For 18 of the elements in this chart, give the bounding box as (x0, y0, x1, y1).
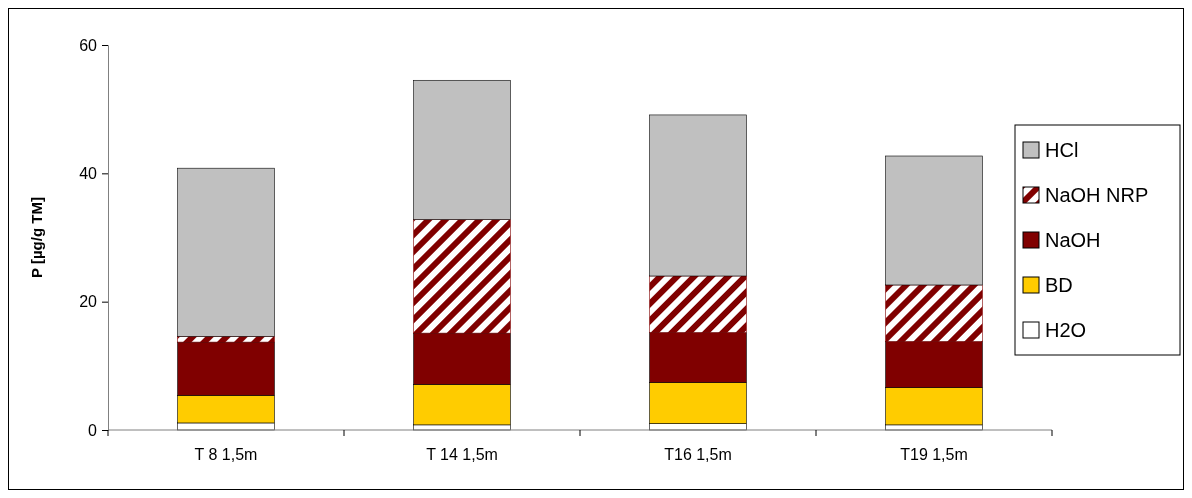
y-tick-label: 60 (79, 36, 98, 54)
legend-label: HCl (1045, 139, 1079, 161)
y-tick-label: 0 (88, 421, 98, 439)
y-axis-title: P [µg/g TM] (28, 197, 45, 278)
legend-label: NaOH (1045, 229, 1101, 251)
x-tick-label: T 14 1,5m (426, 446, 498, 463)
x-tick-label: T16 1,5m (664, 446, 732, 463)
legend-label: H2O (1045, 319, 1087, 341)
legend-label: BD (1045, 274, 1073, 296)
bar (413, 79, 511, 220)
legend-label: NaOH NRP (1045, 184, 1149, 206)
y-tick-label: 20 (79, 293, 98, 311)
x-tick-label: T19 1,5m (900, 446, 968, 463)
bar (177, 167, 275, 337)
bar (885, 155, 983, 286)
y-tick-label: 40 (79, 164, 98, 182)
bar (649, 114, 747, 277)
x-tick-label: T 8 1,5m (194, 446, 258, 463)
